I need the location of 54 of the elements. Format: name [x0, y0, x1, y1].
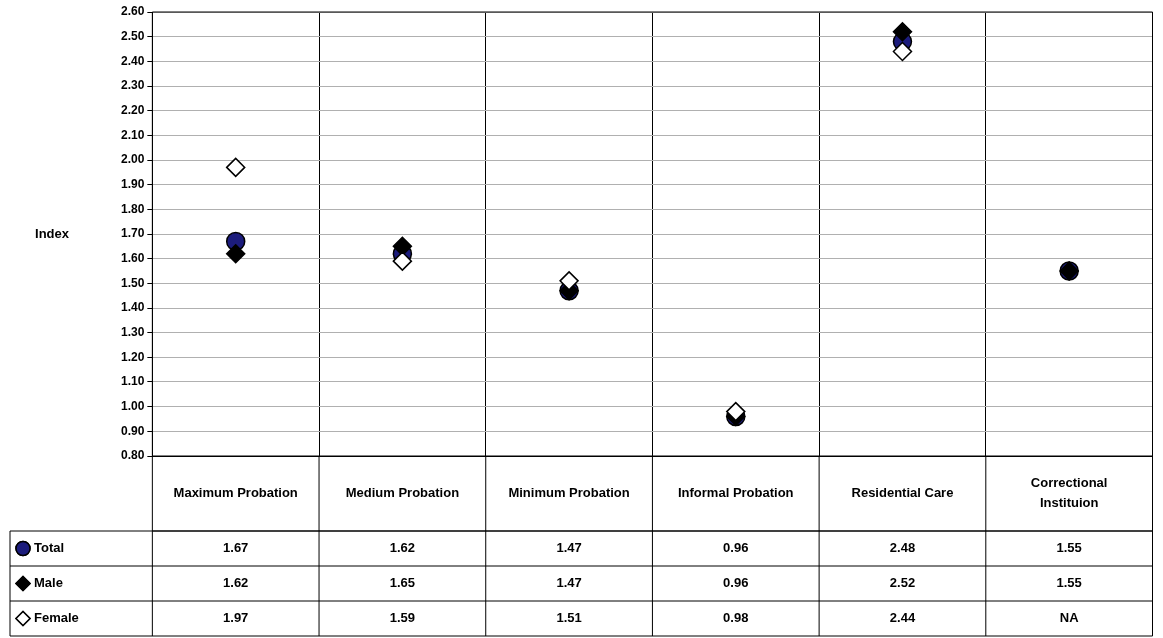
y-tick-label: 1.80: [121, 201, 145, 216]
y-axis-title: Index: [35, 225, 70, 241]
y-tick-label: 1.90: [121, 176, 145, 191]
point: [892, 41, 913, 62]
data-label: 1.67: [223, 540, 249, 556]
y-tick-label: 1.10: [121, 374, 145, 389]
y-tick-label: 1.40: [121, 300, 145, 315]
legend-label: Female: [34, 610, 79, 626]
y-tick-label: 1.50: [121, 275, 145, 290]
x-tick-label: Medium Probation: [345, 485, 460, 501]
y-tick-label: 2.10: [121, 127, 145, 142]
data-label: 1.47: [556, 575, 582, 591]
point: [726, 401, 746, 422]
data-label: 0.96: [723, 540, 749, 556]
data-label: 1.97: [223, 610, 249, 626]
y-tick-label: 2.50: [121, 28, 145, 43]
x-tick-label: Minimum Probation: [508, 485, 630, 501]
y-tick-label: 2.20: [121, 102, 145, 117]
data-label: 1.62: [389, 540, 416, 556]
data-label: 1.65: [389, 575, 416, 591]
data-label: 1.55: [1056, 575, 1082, 591]
y-tick-label: 2.00: [121, 152, 145, 167]
point: [225, 243, 246, 264]
point: [892, 21, 913, 42]
data-label: 1.47: [556, 540, 582, 556]
y-tick-label: 2.30: [121, 78, 145, 93]
x-tick-label: Informal Probation: [677, 485, 794, 501]
data-label: 1.59: [389, 610, 416, 626]
data-label: 1.51: [556, 610, 582, 626]
x-tick-label: Residential Care: [851, 485, 954, 501]
data-label: 1.62: [223, 575, 249, 591]
y-tick-label: 0.90: [121, 423, 145, 438]
y-tick-label: 1.70: [121, 226, 145, 241]
point: [392, 251, 413, 271]
x-tick-label: Maximum Probation: [173, 485, 298, 501]
y-tick-label: 0.80: [121, 448, 145, 463]
data-label: 0.98: [723, 610, 749, 626]
legend-label: Total: [34, 540, 65, 556]
data-label: 2.52: [889, 575, 916, 591]
y-tick-label: 1.60: [121, 250, 145, 265]
x-tick-label: Correctional Instituion: [1030, 475, 1108, 511]
text: NA: [1059, 610, 1079, 626]
data-label: 2.44: [889, 610, 916, 626]
data-label: 0.96: [723, 575, 749, 591]
y-tick-label: 1.30: [121, 324, 145, 339]
data-label: 2.48: [889, 540, 916, 556]
point: [225, 157, 246, 178]
y-tick-label: 1.00: [121, 398, 145, 413]
y-tick-label: 2.60: [121, 4, 145, 19]
y-tick-label: 1.20: [121, 349, 145, 364]
data-label: 1.55: [1056, 540, 1082, 556]
legend-label: Male: [34, 575, 63, 591]
point: [559, 271, 579, 291]
y-tick-label: 2.40: [121, 53, 145, 68]
